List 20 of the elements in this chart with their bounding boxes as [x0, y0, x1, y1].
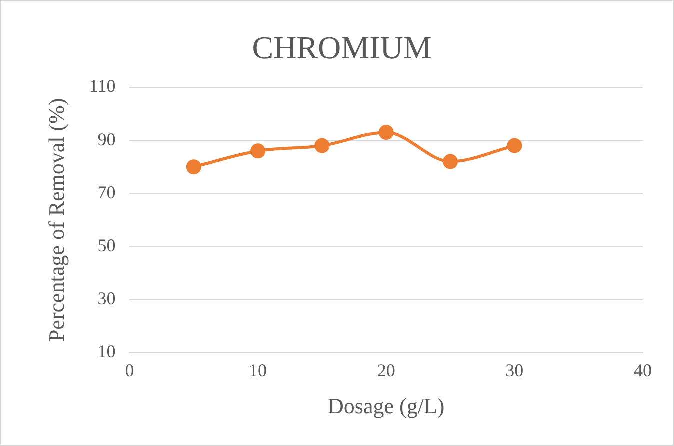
- y-tick-label: 50: [98, 235, 116, 256]
- x-tick-label: 0: [125, 360, 134, 381]
- point: [186, 160, 202, 175]
- y-tick-label: 110: [89, 76, 116, 96]
- chart-title: CHROMIUM: [252, 30, 432, 66]
- y-axis-title: Percentage of Removal (%): [44, 98, 69, 342]
- x-tick-label: 40: [634, 360, 652, 381]
- y-tick-label: 30: [98, 288, 116, 309]
- x-tick-label: 20: [377, 360, 396, 381]
- point: [443, 154, 458, 170]
- point: [378, 125, 394, 140]
- point: [250, 144, 266, 159]
- y-tick-label: 70: [98, 182, 116, 202]
- y-tick-label: 90: [98, 129, 116, 150]
- y-tick-label: 10: [98, 342, 116, 362]
- point: [507, 138, 522, 154]
- x-axis-title: Dosage (g/L): [328, 394, 445, 419]
- point: [314, 138, 330, 154]
- x-tick-label: 30: [506, 360, 524, 381]
- x-tick-label: 10: [249, 360, 268, 381]
